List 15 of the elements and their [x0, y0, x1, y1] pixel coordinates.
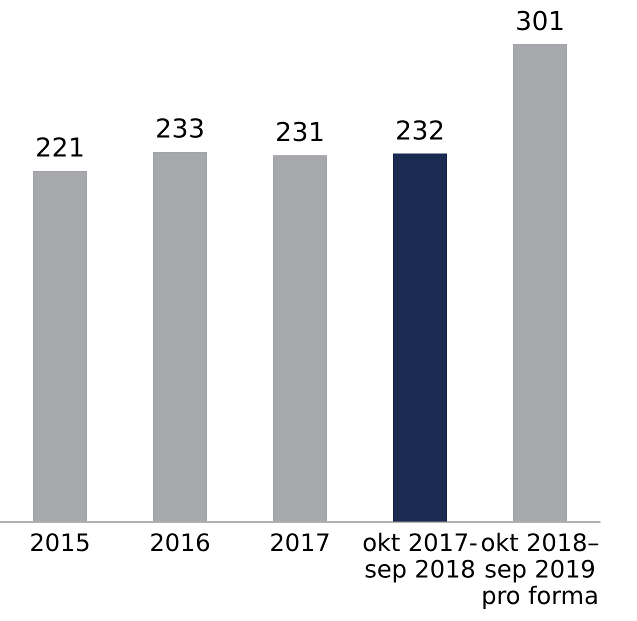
data-label: 233	[155, 114, 205, 145]
x-tick-label: okt 2017- sep 2018	[362, 529, 478, 584]
bar	[393, 154, 447, 522]
bar	[33, 170, 87, 522]
data-label: 232	[395, 116, 445, 146]
bar	[273, 155, 327, 522]
data-label: 231	[275, 118, 325, 148]
x-tick-label: 2017	[269, 529, 331, 558]
bar	[513, 44, 567, 522]
x-tick-label: 2015	[29, 529, 91, 558]
x-tick-label: 2016	[149, 529, 211, 558]
data-label: 301	[515, 6, 565, 37]
data-label: 221	[35, 134, 85, 164]
bar	[153, 152, 207, 522]
x-tick-label: okt 2018– sep 2019 pro forma	[480, 529, 600, 610]
